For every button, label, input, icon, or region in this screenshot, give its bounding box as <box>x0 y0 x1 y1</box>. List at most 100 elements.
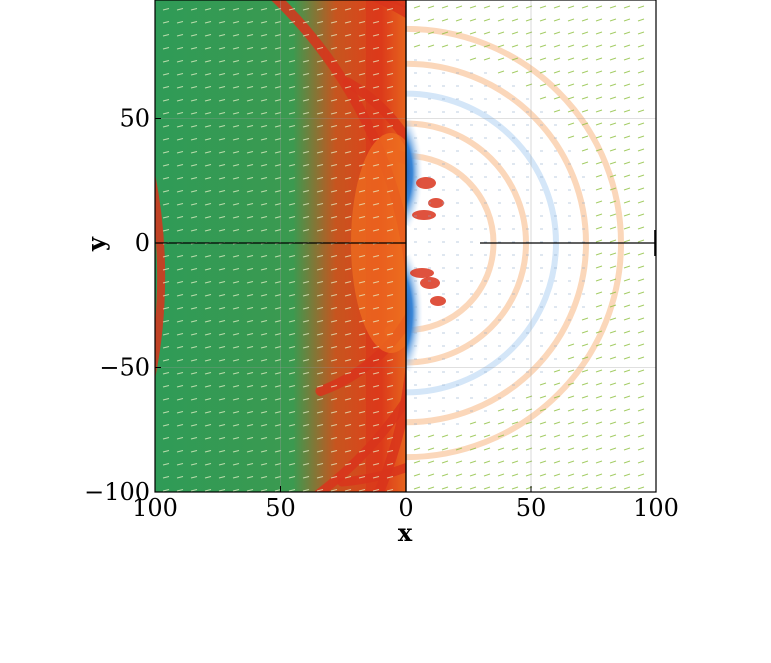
left-vector-arrow <box>274 255 282 258</box>
left-vector-arrow <box>218 450 226 453</box>
left-vector-arrow <box>162 151 170 154</box>
left-vector-arrow <box>204 255 212 258</box>
left-vector-arrow <box>302 437 310 440</box>
left-vector-arrow <box>316 73 324 76</box>
right-vector-arrow <box>553 70 561 74</box>
left-vector-arrow <box>232 489 240 492</box>
left-vector-arrow <box>246 333 254 336</box>
right-vector-arrow <box>637 369 645 373</box>
left-vector-arrow <box>204 73 212 76</box>
right-vector-arrow <box>637 96 645 100</box>
left-vector-arrow <box>358 450 366 453</box>
left-vector-arrow <box>246 281 254 284</box>
left-vector-arrow <box>260 203 268 206</box>
right-vector-arrow <box>483 57 491 61</box>
left-vector-arrow <box>232 99 240 102</box>
left-vector-arrow <box>246 385 254 388</box>
right-vector-arrow <box>455 486 463 490</box>
left-vector-arrow <box>246 8 254 11</box>
left-vector-arrow <box>330 47 338 50</box>
right-vector-arrow <box>609 447 617 451</box>
left-vector-arrow <box>316 21 324 24</box>
left-vector-arrow <box>190 463 198 466</box>
right-vector-arrow <box>581 44 589 48</box>
left-vector-arrow <box>190 372 198 375</box>
left-vector-arrow <box>190 151 198 154</box>
left-vector-arrow <box>344 424 352 427</box>
right-vector-arrow <box>441 434 449 438</box>
left-vector-arrow <box>302 203 310 206</box>
left-vector-arrow <box>218 99 226 102</box>
left-vector-arrow <box>260 138 268 141</box>
right-vector-arrow <box>567 70 575 74</box>
left-vector-arrow <box>372 294 380 297</box>
left-vector-arrow <box>246 34 254 37</box>
left-vector-arrow <box>260 112 268 115</box>
left-vector-arrow <box>176 177 184 180</box>
left-vector-arrow <box>316 268 324 271</box>
left-vector-arrow <box>218 125 226 128</box>
right-vector-arrow <box>581 57 589 61</box>
right-vector-arrow <box>441 18 449 22</box>
left-vector-arrow <box>176 398 184 401</box>
left-vector-arrow <box>372 268 380 271</box>
left-vector-arrow <box>162 346 170 349</box>
axes: 100 50 0 50 100 50 0 −50 −100 <box>84 105 679 523</box>
left-vector-arrow <box>176 8 184 11</box>
left-vector-arrow <box>358 203 366 206</box>
left-vector-arrow <box>162 372 170 375</box>
left-swirl-arc <box>155 174 166 379</box>
right-vector-arrow <box>595 161 603 165</box>
right-vector-arrow <box>637 265 645 269</box>
right-vector-arrow <box>469 421 477 425</box>
left-vector-arrow <box>386 333 394 336</box>
right-vector-arrow <box>511 44 519 48</box>
left-vector-arrow <box>274 476 282 479</box>
left-vector-arrow <box>372 8 380 11</box>
left-vector-arrow <box>344 476 352 479</box>
left-vector-arrow <box>288 34 296 37</box>
right-vector-arrow <box>441 460 449 464</box>
right-vector-arrow <box>553 31 561 35</box>
left-vector-arrow <box>274 34 282 37</box>
right-vector-arrow <box>609 44 617 48</box>
right-vector-arrow <box>637 226 645 230</box>
right-vector-arrow <box>511 473 519 477</box>
left-vector-arrow <box>302 385 310 388</box>
left-vector-arrow <box>386 255 394 258</box>
right-vector-arrow <box>511 18 519 22</box>
right-vector-arrow <box>637 356 645 360</box>
right-vector-arrow <box>595 278 603 282</box>
right-vector-arrow <box>637 330 645 334</box>
left-vector-arrow <box>386 463 394 466</box>
left-vector-arrow <box>274 346 282 349</box>
right-vector-arrow <box>497 473 505 477</box>
right-vector-arrow <box>637 421 645 425</box>
left-vector-arrow <box>176 281 184 284</box>
right-vector-arrow <box>567 44 575 48</box>
left-vector-arrow <box>218 476 226 479</box>
right-vector-arrow <box>623 434 631 438</box>
left-vector-arrow <box>260 437 268 440</box>
left-vector-arrow <box>372 450 380 453</box>
left-vector-arrow <box>260 346 268 349</box>
right-vector-arrow <box>427 473 435 477</box>
left-vector-arrow <box>162 255 170 258</box>
left-vector-arrow <box>260 177 268 180</box>
left-vector-arrow <box>162 8 170 11</box>
left-vector-arrow <box>190 398 198 401</box>
left-vector-arrow <box>260 151 268 154</box>
right-vector-arrow <box>567 473 575 477</box>
right-vector-arrow <box>511 486 519 490</box>
left-vector-arrow <box>176 476 184 479</box>
right-vector-arrow <box>581 135 589 139</box>
right-vector-arrow <box>581 148 589 152</box>
left-vector-arrow <box>232 34 240 37</box>
right-vector-arrow <box>609 148 617 152</box>
left-vector-arrow <box>260 86 268 89</box>
left-vector-arrow <box>288 47 296 50</box>
left-vector-arrow <box>344 177 352 180</box>
right-vector-arrow <box>595 187 603 191</box>
left-vector-arrow <box>288 359 296 362</box>
left-vector-arrow <box>246 86 254 89</box>
